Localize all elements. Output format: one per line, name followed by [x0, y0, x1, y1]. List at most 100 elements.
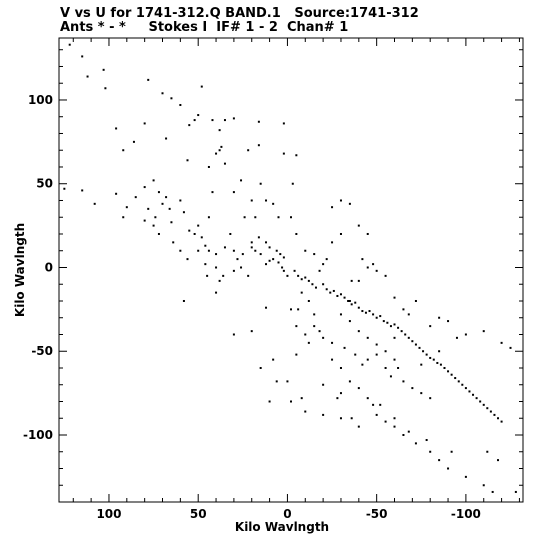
data-point	[143, 186, 146, 189]
data-point	[339, 366, 342, 369]
data-point	[325, 258, 328, 261]
data-point	[206, 274, 209, 277]
data-point	[300, 278, 303, 281]
data-point	[375, 413, 378, 416]
data-point	[182, 299, 185, 302]
data-point	[307, 279, 310, 282]
data-point	[311, 283, 314, 286]
data-point	[332, 289, 335, 292]
data-point	[372, 403, 375, 406]
data-point	[218, 149, 221, 152]
data-point	[257, 236, 260, 239]
data-point	[122, 149, 125, 152]
data-point	[186, 258, 189, 261]
data-point	[329, 291, 332, 294]
data-point	[295, 325, 298, 328]
data-point	[350, 417, 353, 420]
data-point	[404, 333, 407, 336]
data-point	[277, 261, 280, 264]
data-point	[188, 124, 191, 127]
data-point	[157, 191, 160, 194]
data-point	[325, 288, 328, 291]
data-point	[282, 122, 285, 125]
data-point	[464, 475, 467, 478]
data-point	[322, 336, 325, 339]
data-point	[211, 191, 214, 194]
data-point	[457, 380, 460, 383]
data-point	[197, 114, 200, 117]
data-point	[243, 216, 246, 219]
data-point	[438, 316, 441, 319]
data-point	[384, 350, 387, 353]
data-point	[482, 330, 485, 333]
data-point	[497, 459, 500, 462]
data-point	[222, 274, 225, 277]
data-point	[386, 321, 389, 324]
data-point	[331, 241, 334, 244]
data-point	[436, 361, 439, 364]
data-point	[295, 154, 298, 157]
data-point	[464, 333, 467, 336]
data-point	[268, 400, 271, 403]
data-point	[343, 296, 346, 299]
data-point	[402, 433, 405, 436]
data-point	[293, 269, 296, 272]
data-point	[331, 358, 334, 361]
data-point	[348, 299, 351, 302]
y-axis-label: Kilo Wavlngth	[13, 223, 27, 317]
data-point	[420, 363, 423, 366]
data-point	[509, 346, 512, 349]
data-point	[215, 266, 218, 269]
data-point	[482, 484, 485, 487]
x-tick-label: -100	[451, 507, 481, 521]
data-point	[500, 420, 503, 423]
x-tick-label: 100	[96, 507, 121, 521]
y-tick-label: 50	[36, 177, 53, 191]
data-point	[438, 459, 441, 462]
data-point	[314, 286, 317, 289]
data-point	[232, 269, 235, 272]
data-point	[475, 397, 478, 400]
data-point	[207, 216, 210, 219]
data-point	[339, 293, 342, 296]
data-point	[375, 316, 378, 319]
data-point	[290, 216, 292, 219]
data-point	[165, 137, 168, 140]
data-point	[393, 296, 396, 299]
data-point	[402, 380, 405, 383]
data-point	[102, 68, 105, 71]
data-point	[500, 341, 503, 344]
data-point	[361, 310, 364, 313]
data-point	[279, 253, 282, 256]
data-point	[282, 152, 285, 155]
data-point	[207, 249, 210, 252]
plot-title-line1: V vs U for 1741-312.Q BAND.1 Source:1741…	[60, 6, 419, 21]
data-point	[161, 202, 164, 205]
x-axis-label: Kilo Wavlngth	[235, 520, 329, 534]
data-point	[482, 403, 485, 406]
data-point	[297, 308, 300, 311]
data-point	[218, 129, 221, 132]
data-point	[357, 279, 360, 282]
data-point	[254, 249, 257, 252]
data-point	[313, 253, 316, 256]
data-point	[472, 393, 475, 396]
data-point	[304, 249, 307, 252]
data-point	[318, 269, 321, 272]
data-point	[241, 253, 244, 256]
data-point	[259, 182, 262, 185]
data-point	[170, 97, 173, 100]
data-point	[204, 244, 207, 247]
data-point	[455, 336, 458, 339]
data-point	[343, 346, 346, 349]
data-point	[422, 350, 425, 353]
data-point	[122, 216, 125, 219]
data-point	[290, 400, 292, 403]
data-point	[232, 117, 235, 120]
data-point	[447, 320, 450, 323]
data-point	[357, 224, 360, 227]
data-point	[250, 199, 253, 202]
data-point	[393, 323, 396, 326]
data-point	[291, 182, 294, 185]
data-point	[265, 263, 268, 266]
